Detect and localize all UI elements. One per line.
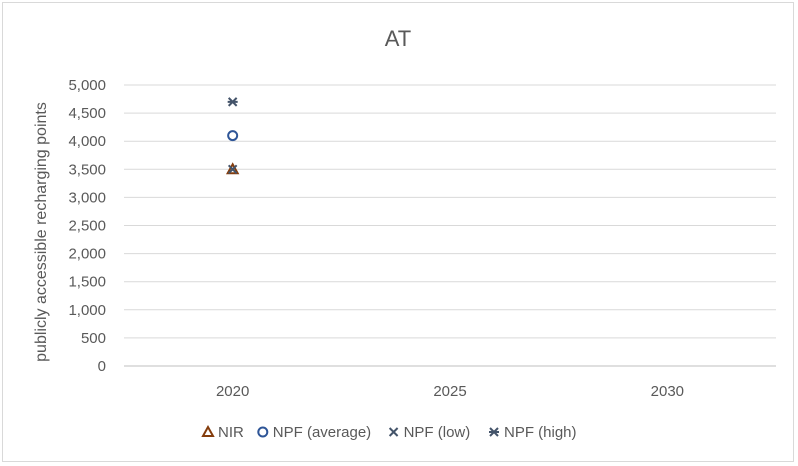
legend-label: NPF (average) [273, 424, 371, 441]
legend-marker [201, 424, 215, 437]
y-tick-label: 1,000 [68, 302, 106, 319]
legend-marker [388, 427, 399, 437]
data-point [227, 164, 238, 175]
y-tick-label: 3,000 [68, 189, 106, 206]
data-point [227, 130, 239, 142]
y-axis-label: publicly accessible recharging points [33, 102, 50, 362]
gridlines [124, 84, 776, 367]
data-point [227, 97, 238, 107]
x-tick-label: 2030 [651, 383, 684, 400]
x-tick-labels: 2020 2025 2030 [216, 383, 684, 400]
y-tick-labels: 0 500 1,000 1,500 2,000 2,500 3,000 3,500 4,000 4… [68, 77, 106, 375]
legend-label: NPF (low) [404, 424, 471, 441]
y-tick-label: 5,000 [68, 77, 106, 94]
x-tick-label: 2020 [216, 383, 249, 400]
x-tick-label: 2025 [433, 383, 466, 400]
y-tick-label: 0 [98, 358, 106, 375]
legend-marker [257, 426, 269, 438]
y-tick-label: 1,500 [68, 274, 106, 291]
data-points [225, 97, 240, 175]
y-tick-label: 500 [81, 330, 106, 347]
legend-label: NIR [218, 424, 244, 441]
legend-label: NPF (high) [504, 424, 577, 441]
chart-frame [2, 2, 794, 462]
y-tick-label: 2,000 [68, 246, 106, 263]
data-point [225, 162, 240, 175]
y-tick-label: 4,500 [68, 105, 106, 122]
y-tick-label: 3,500 [68, 161, 106, 178]
y-tick-label: 2,500 [68, 218, 106, 235]
chart-title: AT [385, 26, 411, 51]
legend-marker [489, 427, 499, 437]
legend: NIR NPF (average) NPF (low) NPF (high) [201, 424, 577, 441]
y-tick-label: 4,000 [68, 133, 106, 150]
